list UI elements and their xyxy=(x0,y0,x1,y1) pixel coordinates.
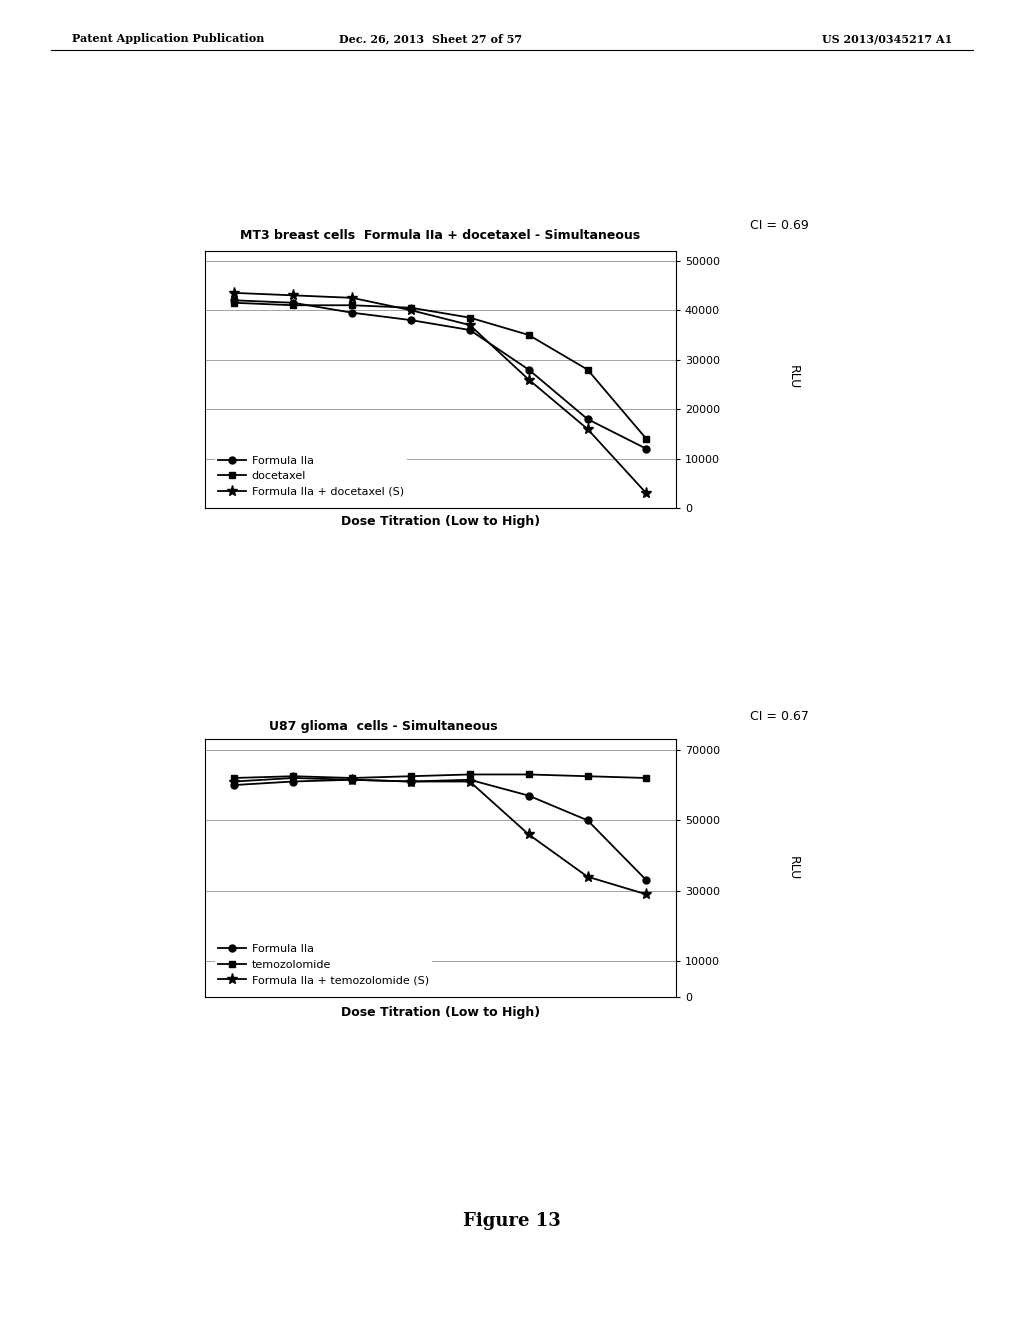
Formula IIa xyxy=(522,788,535,804)
temozolomide xyxy=(228,770,241,785)
Formula IIa xyxy=(228,777,241,793)
Text: Dose Titration (Low to High): Dose Titration (Low to High) xyxy=(341,1006,540,1019)
docetaxel xyxy=(404,300,417,315)
Line: docetaxel: docetaxel xyxy=(230,300,650,442)
Formula IIa + docetaxel (S) xyxy=(404,302,417,318)
temozolomide xyxy=(287,768,299,784)
Line: Formula IIa + temozolomide (S): Formula IIa + temozolomide (S) xyxy=(228,772,652,900)
Formula IIa + temozolomide (S) xyxy=(287,770,299,785)
Text: RLU: RLU xyxy=(787,855,800,880)
Formula IIa + temozolomide (S) xyxy=(228,774,241,789)
Text: US 2013/0345217 A1: US 2013/0345217 A1 xyxy=(822,33,952,44)
Text: Figure 13: Figure 13 xyxy=(463,1212,561,1230)
Text: MT3 breast cells  Formula IIa + docetaxel - Simultaneous: MT3 breast cells Formula IIa + docetaxel… xyxy=(241,228,640,242)
Formula IIa + docetaxel (S) xyxy=(287,288,299,304)
Legend: Formula IIa, temozolomide, Formula IIa + temozolomide (S): Formula IIa, temozolomide, Formula IIa +… xyxy=(215,941,432,989)
Formula IIa xyxy=(287,294,299,310)
Formula IIa xyxy=(404,774,417,789)
docetaxel xyxy=(287,297,299,313)
docetaxel xyxy=(582,362,594,378)
Formula IIa + docetaxel (S) xyxy=(346,290,358,306)
Legend: Formula IIa, docetaxel, Formula IIa + docetaxel (S): Formula IIa, docetaxel, Formula IIa + do… xyxy=(215,453,408,500)
Formula IIa xyxy=(346,772,358,788)
Line: Formula IIa + docetaxel (S): Formula IIa + docetaxel (S) xyxy=(228,288,652,499)
Formula IIa + temozolomide (S) xyxy=(582,869,594,884)
temozolomide xyxy=(404,768,417,784)
Formula IIa + temozolomide (S) xyxy=(346,772,358,788)
docetaxel xyxy=(640,430,652,446)
Formula IIa + docetaxel (S) xyxy=(582,421,594,437)
Formula IIa xyxy=(287,774,299,789)
Formula IIa xyxy=(228,292,241,308)
Text: Dec. 26, 2013  Sheet 27 of 57: Dec. 26, 2013 Sheet 27 of 57 xyxy=(339,33,521,44)
Formula IIa xyxy=(640,441,652,457)
temozolomide xyxy=(582,768,594,784)
docetaxel xyxy=(346,297,358,313)
Formula IIa xyxy=(522,362,535,378)
docetaxel xyxy=(522,327,535,343)
Formula IIa xyxy=(404,312,417,327)
Text: U87 glioma  cells - Simultaneous: U87 glioma cells - Simultaneous xyxy=(269,719,498,733)
Formula IIa + docetaxel (S) xyxy=(464,317,476,333)
Formula IIa xyxy=(346,305,358,321)
Line: Formula IIa: Formula IIa xyxy=(230,776,650,883)
Formula IIa + temozolomide (S) xyxy=(522,826,535,842)
Formula IIa + docetaxel (S) xyxy=(228,285,241,301)
Text: CI = 0.69: CI = 0.69 xyxy=(751,219,809,232)
Formula IIa xyxy=(464,772,476,788)
Formula IIa + temozolomide (S) xyxy=(404,774,417,789)
Text: RLU: RLU xyxy=(787,364,800,389)
Line: Formula IIa: Formula IIa xyxy=(230,297,650,453)
temozolomide xyxy=(522,767,535,783)
docetaxel xyxy=(228,294,241,310)
Line: temozolomide: temozolomide xyxy=(230,771,650,781)
Formula IIa xyxy=(640,873,652,888)
Formula IIa xyxy=(464,322,476,338)
temozolomide xyxy=(640,770,652,785)
Formula IIa xyxy=(582,412,594,428)
Formula IIa xyxy=(582,812,594,828)
Formula IIa + temozolomide (S) xyxy=(464,774,476,789)
temozolomide xyxy=(346,770,358,785)
Formula IIa + docetaxel (S) xyxy=(640,486,652,502)
Text: Dose Titration (Low to High): Dose Titration (Low to High) xyxy=(341,515,540,528)
Formula IIa + temozolomide (S) xyxy=(640,887,652,903)
Formula IIa + docetaxel (S) xyxy=(522,372,535,388)
Text: CI = 0.67: CI = 0.67 xyxy=(751,710,809,723)
docetaxel xyxy=(464,310,476,326)
Text: Patent Application Publication: Patent Application Publication xyxy=(72,33,264,44)
temozolomide xyxy=(464,767,476,783)
